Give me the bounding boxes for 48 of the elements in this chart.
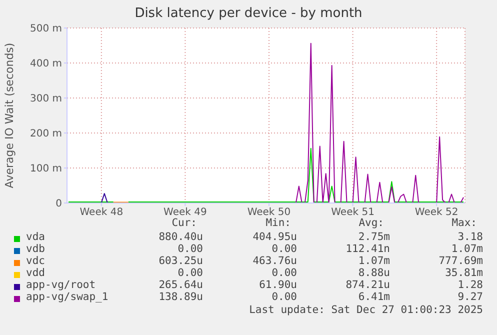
legend-label: app-vg/root	[26, 279, 96, 291]
text: 3.18	[458, 231, 483, 243]
text: Min:	[266, 217, 291, 229]
text: 1.07m	[451, 243, 483, 255]
text: 1.28	[458, 279, 483, 291]
text: 463.76u	[252, 255, 297, 267]
text: 404.95u	[252, 231, 297, 243]
text: 265.64u	[158, 279, 203, 291]
x-tick-label: Week 52	[414, 207, 458, 218]
text: 1.07m	[358, 255, 390, 267]
y-tick-label: 0	[56, 198, 62, 210]
text: Avg:	[358, 217, 384, 229]
y-tick-label: 300 m	[30, 94, 62, 105]
y-tick-label: 200 m	[30, 128, 62, 140]
text: 35.81m	[445, 267, 483, 279]
text: 0.00	[272, 267, 297, 279]
text: Cur:	[172, 217, 197, 229]
text: 0.00	[272, 291, 297, 303]
legend-label: vdb	[26, 243, 45, 255]
x-tick-label: Week 51	[331, 207, 374, 218]
text: Max:	[452, 217, 477, 229]
x-tick-label: Week 49	[164, 207, 207, 218]
legend-label: vdd	[26, 267, 45, 279]
text: 874.21u	[346, 279, 390, 291]
text: 6.41m	[358, 291, 390, 303]
text: 0.00	[178, 267, 203, 279]
text: Last update: Sat Dec 27 01:00:23 2025	[249, 304, 483, 316]
y-tick-label: 100 m	[30, 164, 62, 175]
y-tick-label: 500 m	[30, 24, 62, 35]
text: 0.00	[178, 243, 203, 255]
chart-title: Disk latency per device - by month	[134, 6, 364, 21]
legend-label: vdc	[26, 255, 45, 267]
text: 112.41n	[346, 243, 390, 255]
x-tick-label: Week 48	[80, 207, 124, 218]
text: 777.69m	[438, 255, 483, 267]
text: 2.75m	[358, 231, 390, 243]
legend-label: vda	[26, 231, 45, 243]
text: 8.88u	[358, 267, 390, 279]
x-tick-label: Week 50	[247, 207, 291, 218]
text: 61.90u	[259, 279, 297, 291]
y-tick-label: 400 m	[30, 58, 62, 70]
text: 138.89u	[158, 291, 203, 303]
text: 9.27	[458, 291, 483, 303]
text: 880.40u	[158, 231, 203, 243]
legend-label: app-vg/swap_1	[26, 291, 108, 303]
text: 0.00	[272, 243, 297, 255]
text: 603.25u	[158, 255, 203, 267]
y-axis-title: Average IO Wait (seconds)	[2, 42, 16, 188]
